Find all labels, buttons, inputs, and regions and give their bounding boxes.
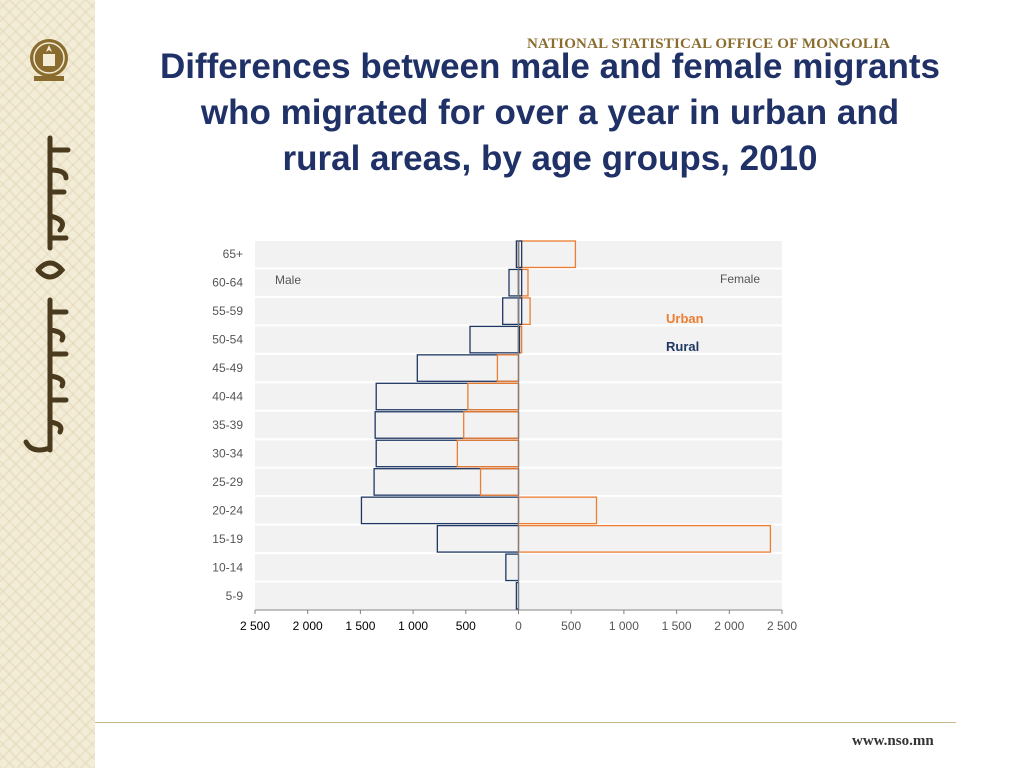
slide-title: Differences between male and female migr… xyxy=(100,44,1000,182)
y-tick-label: 10-14 xyxy=(212,560,243,574)
x-tick-label: 0 xyxy=(515,619,522,633)
y-tick-label: 25-29 xyxy=(212,475,243,489)
x-tick-label: 500 xyxy=(561,619,581,633)
x-tick-label: 1 500 xyxy=(345,619,375,633)
legend-rural: Rural xyxy=(666,339,699,354)
mongolian-script-icon xyxy=(23,135,71,453)
footer-url: www.nso.mn xyxy=(852,733,934,749)
x-tick-label: 2 000 xyxy=(714,619,744,633)
x-tick-label: 1 500 xyxy=(662,619,692,633)
y-tick-label: 65+ xyxy=(223,247,243,261)
x-tick-label: 1 000 xyxy=(398,619,428,633)
nso-logo-icon xyxy=(30,39,68,81)
y-tick-label: 60-64 xyxy=(212,276,243,290)
y-tick-label: 5-9 xyxy=(226,589,244,603)
x-tick-label: 2 500 xyxy=(240,619,270,633)
x-tick-label: 1 000 xyxy=(609,619,639,633)
y-tick-label: 50-54 xyxy=(212,333,243,347)
footer-divider xyxy=(95,722,956,723)
y-tick-label: 30-34 xyxy=(212,446,243,460)
female-side-label: Female xyxy=(720,272,760,286)
y-tick-label: 45-49 xyxy=(212,361,243,375)
decorative-sidebar xyxy=(0,0,95,768)
male-side-label: Male xyxy=(275,273,301,287)
title-line-3: rural areas, by age groups, 2010 xyxy=(282,139,818,178)
x-tick-label: 2 000 xyxy=(293,619,323,633)
title-line-2: who migrated for over a year in urban an… xyxy=(200,93,900,132)
y-tick-label: 40-44 xyxy=(212,390,243,404)
y-tick-label: 55-59 xyxy=(212,304,243,318)
y-tick-label: 20-24 xyxy=(212,503,243,517)
title-line-1: Differences between male and female migr… xyxy=(160,47,940,86)
legend-urban: Urban xyxy=(666,311,704,326)
y-tick-label: 15-19 xyxy=(212,532,243,546)
y-tick-label: 35-39 xyxy=(212,418,243,432)
x-tick-label: 2 500 xyxy=(767,619,797,633)
organization-name: NATIONAL STATISTICAL OFFICE OF MONGOLIA xyxy=(527,36,891,52)
x-tick-label: 500 xyxy=(456,619,476,633)
